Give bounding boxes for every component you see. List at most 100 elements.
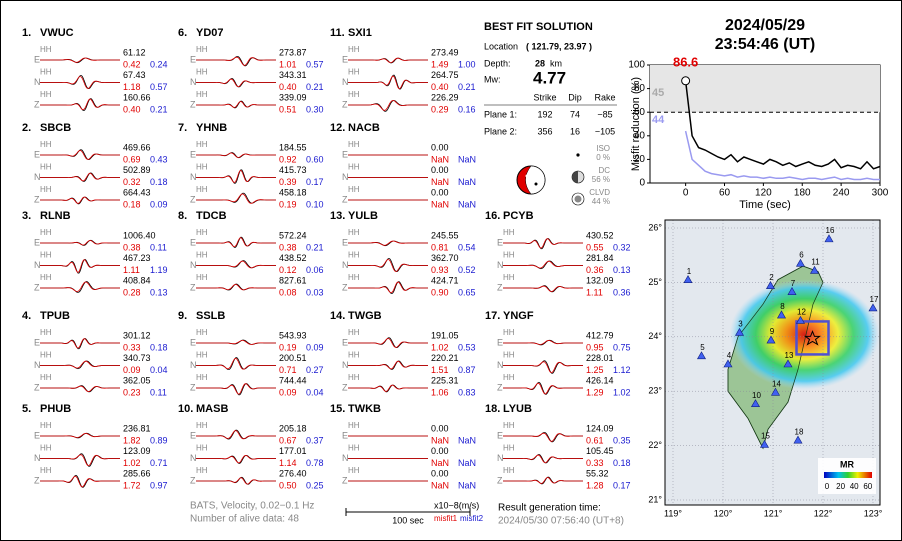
misfit2: 1.00 — [458, 59, 476, 69]
amplitude: 160.66 — [123, 92, 151, 102]
amplitude: 105.45 — [586, 446, 614, 456]
misfit2: 0.16 — [458, 104, 476, 114]
amplitude: 55.32 — [586, 468, 609, 478]
channel: HH — [196, 68, 208, 77]
component: E — [190, 237, 196, 247]
amplitude: 438.52 — [279, 253, 307, 263]
component: N — [190, 360, 197, 370]
waveform — [40, 259, 120, 273]
amplitude: 276.40 — [279, 468, 307, 478]
channel: HH — [348, 163, 360, 172]
station-name: PHUB — [40, 403, 71, 415]
station-marker-label: 16 — [826, 226, 835, 235]
misfit1: 1.29 — [586, 387, 604, 397]
misfit2: 0.21 — [306, 82, 324, 92]
misfit2: 0.32 — [613, 242, 631, 252]
station-marker-label: 6 — [799, 250, 804, 259]
component: E — [497, 337, 503, 347]
amplitude: 543.93 — [279, 330, 307, 340]
misfit2: 0.57 — [306, 59, 324, 69]
component: Z — [34, 475, 40, 485]
misfit1: 1.25 — [586, 365, 604, 375]
misfit2: 0.78 — [306, 458, 324, 468]
component: Z — [190, 99, 196, 109]
channel: HH — [40, 273, 52, 282]
channel: HH — [503, 251, 515, 260]
component: N — [342, 77, 349, 87]
channel: HH — [40, 373, 52, 382]
waveform — [40, 98, 120, 111]
station-name: PCYB — [503, 210, 534, 222]
station-name: TDCB — [196, 210, 227, 222]
waveform — [196, 169, 276, 183]
station-marker — [696, 351, 707, 360]
component: Z — [190, 475, 196, 485]
station-marker-label: 15 — [761, 432, 770, 441]
misfit2: 0.83 — [458, 387, 476, 397]
waveform — [348, 281, 428, 294]
station-number: 11. — [330, 27, 345, 39]
misfit2: 0.18 — [613, 458, 631, 468]
misfit1: NaN — [431, 435, 449, 445]
channel: HH — [40, 68, 52, 77]
channel: HH — [40, 351, 52, 360]
misfit1: 1.28 — [586, 480, 604, 490]
waveform — [40, 281, 120, 292]
misfit1: 0.18 — [123, 199, 141, 209]
amplitude: 205.18 — [279, 423, 307, 433]
waveform — [40, 475, 120, 488]
component: N — [34, 77, 41, 87]
amplitude: 228.01 — [586, 353, 614, 363]
mr-field — [729, 279, 880, 390]
station-name: SSLB — [196, 310, 225, 322]
component: E — [34, 430, 40, 440]
amplitude: 236.81 — [123, 423, 151, 433]
waveform — [196, 383, 276, 395]
station-number: 14. — [330, 310, 345, 322]
station-marker — [750, 399, 761, 408]
amplitude: 0.00 — [431, 423, 449, 433]
channel: HH — [503, 228, 515, 237]
station-marker — [787, 287, 797, 295]
component: N — [34, 172, 41, 182]
waveform — [196, 78, 276, 88]
map-y-label: 22° — [648, 440, 662, 450]
misfit2: 0.35 — [613, 435, 631, 445]
depth: 28 — [535, 58, 545, 68]
misfit1: 0.38 — [123, 242, 141, 252]
amplitude: 362.05 — [123, 375, 151, 385]
map-y-label: 21° — [648, 494, 662, 504]
misfit1: 0.36 — [586, 265, 604, 275]
amplitude: 220.21 — [431, 353, 459, 363]
map-x-label: 122° — [814, 508, 833, 518]
misfit1: 1.18 — [123, 82, 141, 92]
component: E — [342, 430, 348, 440]
misfit2: 0.11 — [150, 242, 167, 252]
waveform — [348, 360, 428, 370]
station-name: YD07 — [196, 27, 224, 39]
channel: HH — [196, 163, 208, 172]
component: Z — [497, 475, 503, 485]
misfit2: 1.19 — [150, 265, 168, 275]
x-axis-label: Time (sec) — [739, 199, 791, 211]
beachball — [516, 153, 585, 206]
misfit2: 0.04 — [150, 365, 168, 375]
plane-value: 16 — [570, 126, 580, 136]
channel: HH — [196, 466, 208, 475]
amplitude: 502.89 — [123, 165, 151, 175]
waveform — [40, 360, 120, 369]
misfit1: 0.33 — [123, 342, 141, 352]
misfit2: NaN — [458, 154, 476, 164]
amplitude: 1006.40 — [123, 230, 156, 240]
component: Z — [342, 99, 348, 109]
misfit1: 1.49 — [431, 59, 449, 69]
x-tick-label: 240 — [833, 188, 850, 199]
map-y-label: 23° — [648, 386, 662, 396]
misfit1: 0.50 — [279, 480, 297, 490]
misfit1: 0.55 — [586, 242, 604, 252]
units: x10−8(m/s) — [434, 500, 479, 510]
misfit1: 0.32 — [123, 177, 141, 187]
misfit1: 0.29 — [431, 104, 449, 114]
colorbar-tick: 0 — [825, 482, 830, 491]
misfit2: 0.30 — [306, 104, 324, 114]
